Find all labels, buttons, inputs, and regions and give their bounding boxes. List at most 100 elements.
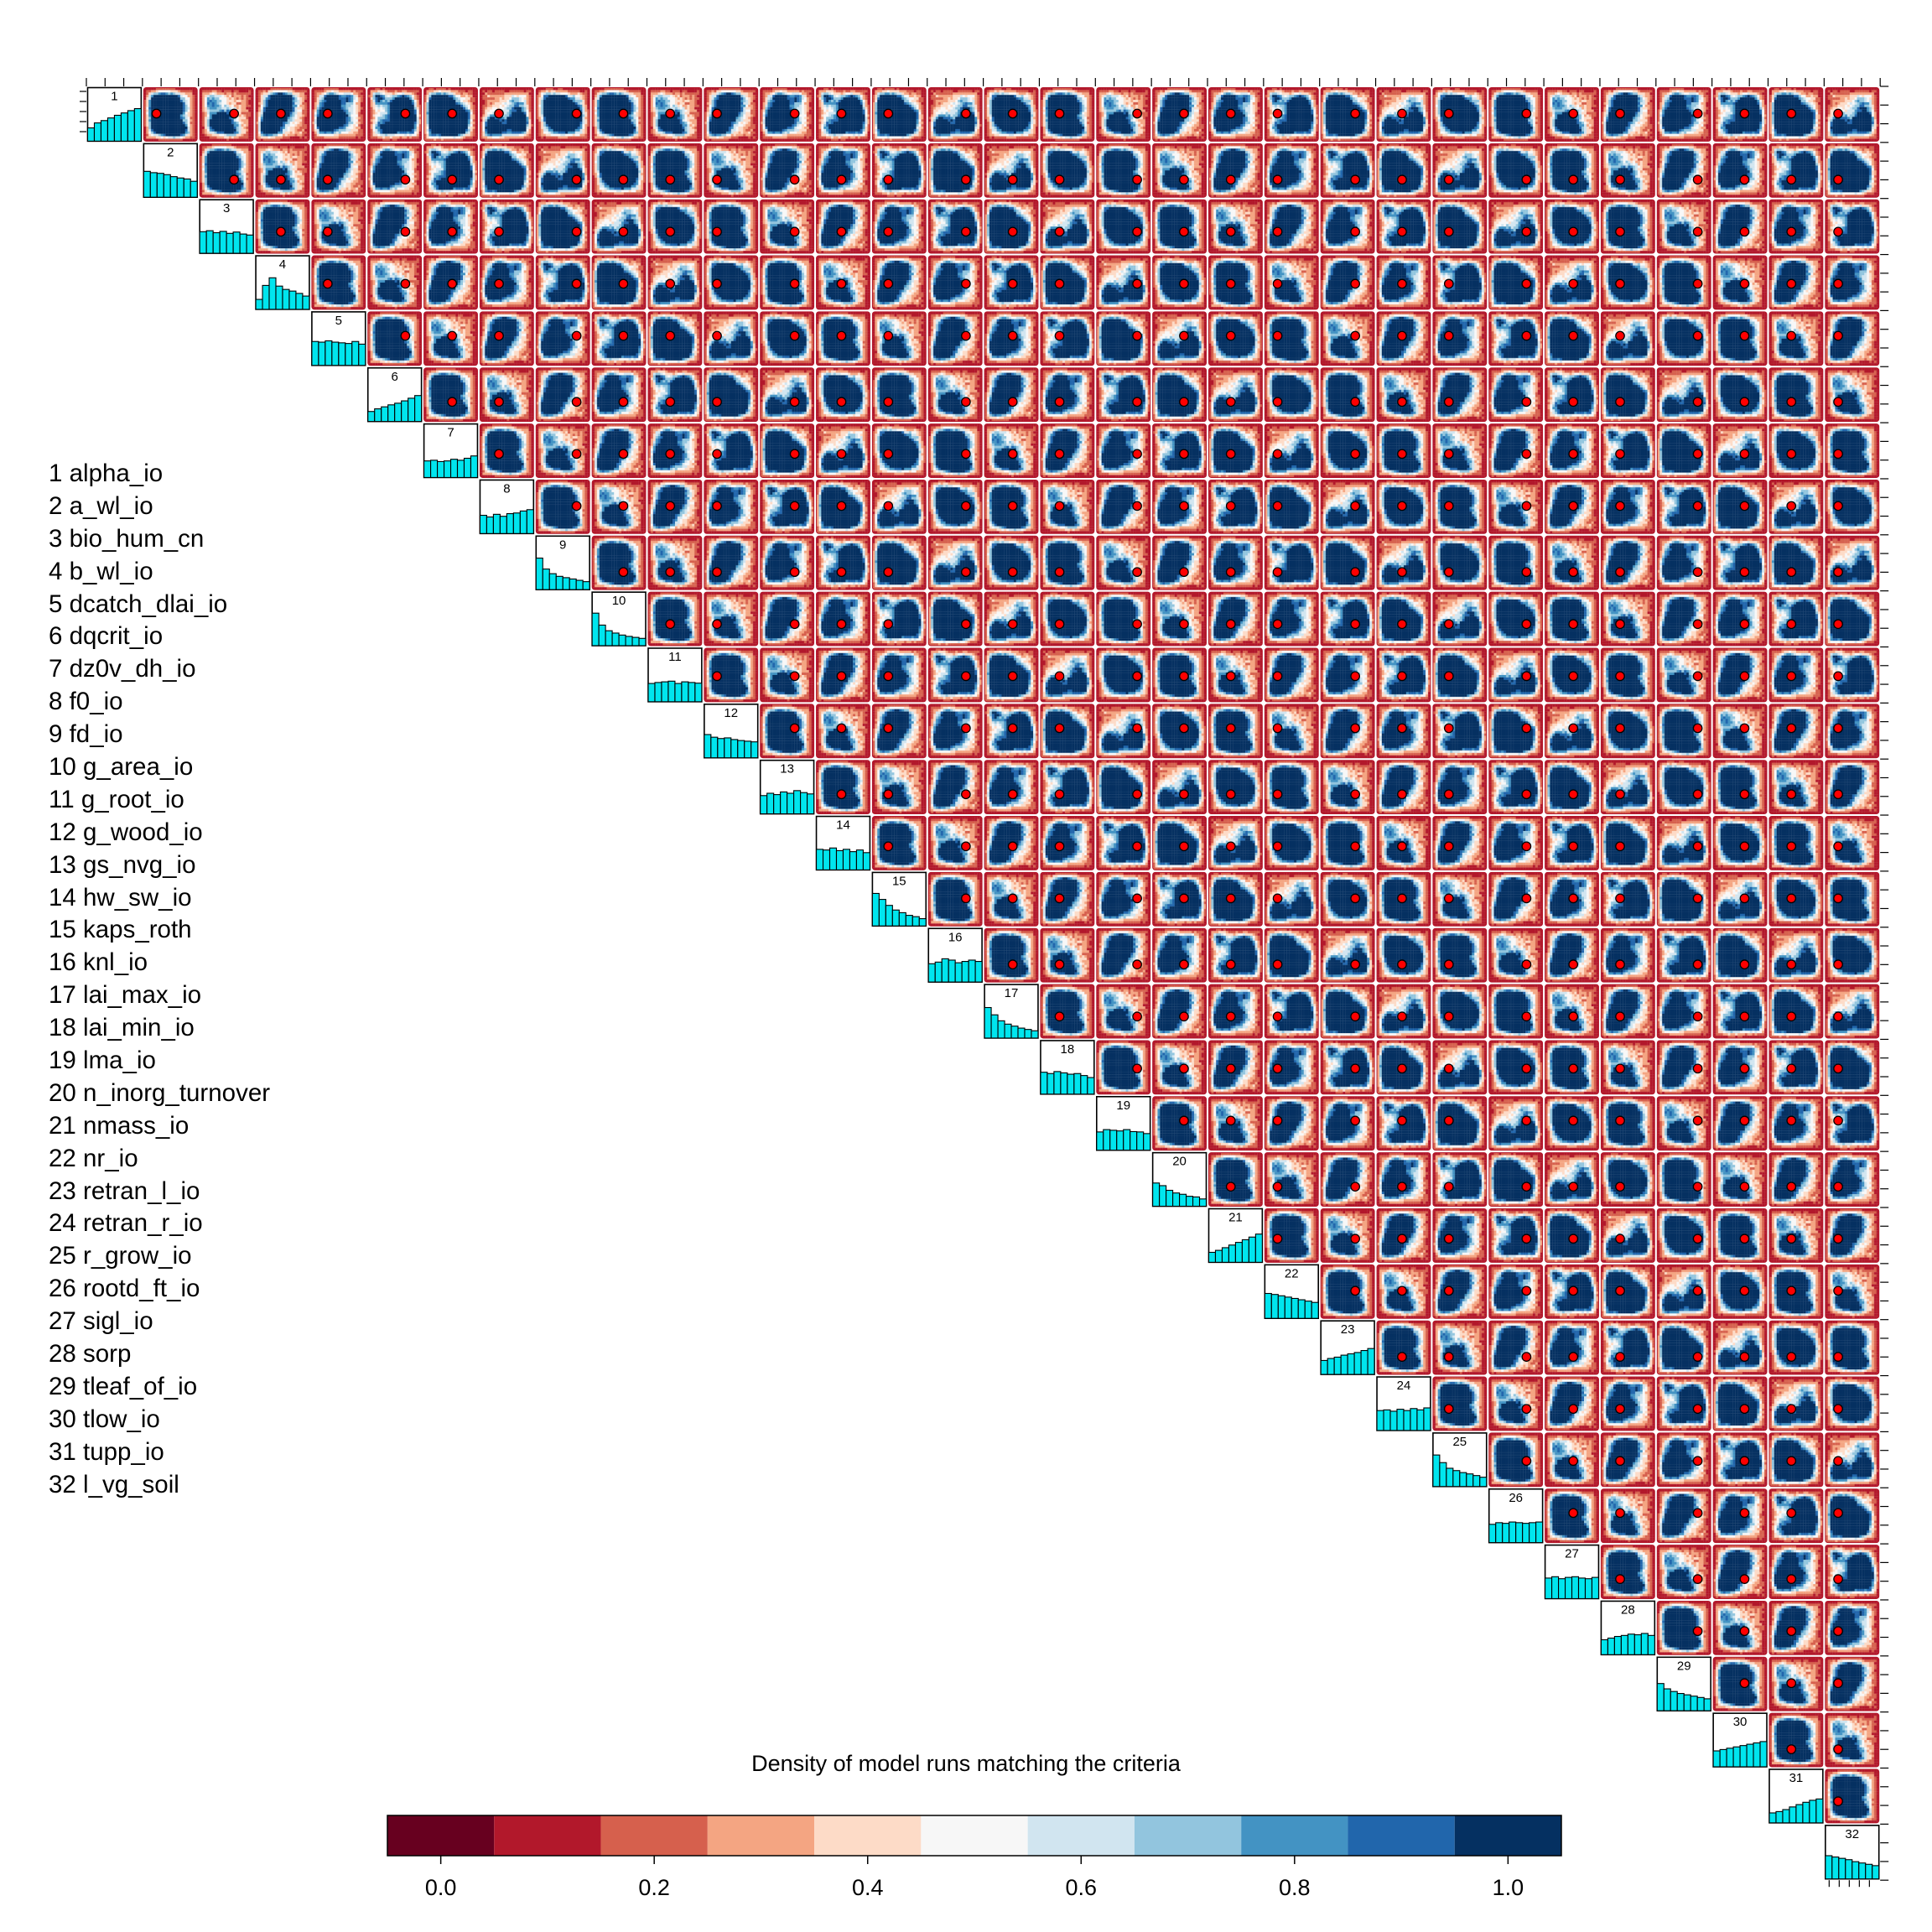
density-panel (1825, 704, 1880, 759)
default-point-marker (229, 174, 239, 185)
density-panel (1656, 984, 1711, 1039)
default-point-marker (1786, 1352, 1797, 1362)
default-point-marker (494, 397, 504, 408)
density-panel (1040, 647, 1095, 703)
density-panel (1432, 760, 1488, 815)
default-point-marker (1692, 789, 1703, 800)
default-point-marker (1007, 567, 1018, 578)
colorbar-tick-label: 0.0 (424, 1875, 457, 1900)
histogram-bar (1311, 1301, 1319, 1319)
histogram-bar (212, 231, 221, 254)
histogram-bar (582, 581, 590, 590)
default-point-marker (1350, 567, 1360, 578)
default-point-marker (447, 278, 458, 289)
histogram-bar (1815, 1798, 1824, 1824)
density-panel (927, 423, 983, 478)
density-panel (591, 479, 647, 534)
density-panel (367, 87, 423, 142)
density-panel (816, 423, 870, 478)
density-panel (1545, 367, 1599, 423)
default-point-marker (961, 397, 971, 408)
histogram-bar (1166, 1189, 1174, 1208)
default-point-marker (1739, 959, 1750, 970)
histogram-bar (232, 231, 241, 254)
density-panel (1545, 199, 1599, 254)
default-point-marker (1833, 1678, 1843, 1689)
density-panel (1825, 1432, 1880, 1488)
density-panel (1768, 984, 1824, 1039)
density-panel (1096, 984, 1151, 1039)
default-point-marker (712, 278, 722, 289)
default-point-marker (1007, 959, 1018, 970)
default-point-marker (1272, 1063, 1283, 1074)
density-panel (1040, 984, 1095, 1039)
default-point-marker (883, 397, 894, 408)
histogram-bar (443, 460, 452, 478)
density-panel (1264, 1152, 1319, 1208)
density-panel (423, 87, 478, 142)
parameter-legend-item: 26 rootd_ft_io (49, 1275, 200, 1303)
default-point-marker (1272, 1115, 1283, 1126)
default-point-marker (1272, 841, 1283, 852)
default-point-marker (400, 226, 411, 237)
default-point-marker (1179, 108, 1189, 119)
colorbar-tick-label: 0.2 (638, 1875, 670, 1900)
histogram-bar (1383, 1409, 1391, 1431)
default-point-marker (1272, 397, 1283, 408)
density-panel (1712, 1656, 1768, 1711)
diagonal-index-label: 24 (1397, 1379, 1411, 1393)
default-point-marker (1350, 789, 1360, 800)
default-point-marker (400, 330, 411, 341)
default-point-marker (1132, 567, 1142, 578)
density-panel (1825, 984, 1880, 1039)
histogram-bar (591, 612, 600, 647)
histogram-bar (661, 681, 669, 703)
default-point-marker (1615, 619, 1625, 630)
default-point-marker (1350, 959, 1360, 970)
default-point-marker (1225, 841, 1236, 852)
histogram-bar (961, 961, 969, 983)
default-point-marker (1739, 1574, 1750, 1584)
density-panel (591, 87, 647, 142)
density-panel (1320, 535, 1375, 590)
histogram-panel-30: 30 (1712, 1712, 1768, 1768)
default-point-marker (1692, 723, 1703, 734)
histogram-bar (408, 397, 416, 423)
default-point-marker (712, 449, 722, 460)
diagonal-index-label: 3 (223, 201, 230, 216)
default-point-marker (1179, 501, 1189, 512)
density-panel (1096, 927, 1151, 983)
density-panel (1376, 1320, 1431, 1375)
density-panel (1545, 479, 1599, 534)
density-panel (1825, 1040, 1880, 1095)
default-point-marker (1179, 1115, 1189, 1126)
parameter-legend-item: 30 tlow_io (49, 1405, 160, 1433)
histogram-bar (100, 120, 108, 142)
default-point-marker (1739, 1352, 1750, 1362)
density-panel (1768, 1488, 1824, 1544)
default-point-marker (1397, 501, 1407, 512)
histogram-panel-28: 28 (1600, 1600, 1656, 1656)
histogram-bar (1759, 1741, 1768, 1768)
density-panel (1264, 704, 1319, 759)
density-panel (760, 143, 815, 198)
density-panel (591, 199, 647, 254)
default-point-marker (1443, 278, 1454, 289)
density-panel (1488, 1152, 1544, 1208)
diagonal-index-label: 27 (1565, 1547, 1579, 1561)
panel-layer: 1234567891011121314151617181920212223242… (86, 86, 1880, 1880)
histogram-bar (1320, 1359, 1328, 1375)
density-panel (927, 871, 983, 927)
histogram-bar (275, 285, 283, 310)
density-panel (1152, 311, 1208, 366)
density-panel (1656, 1488, 1711, 1544)
density-panel (1768, 1600, 1824, 1655)
density-panel (1768, 423, 1824, 478)
density-panel (1600, 1208, 1655, 1263)
density-panel (704, 535, 759, 590)
density-panel (1096, 255, 1151, 310)
density-panel (591, 535, 647, 590)
density-panel (1040, 423, 1095, 478)
default-point-marker (883, 449, 894, 460)
